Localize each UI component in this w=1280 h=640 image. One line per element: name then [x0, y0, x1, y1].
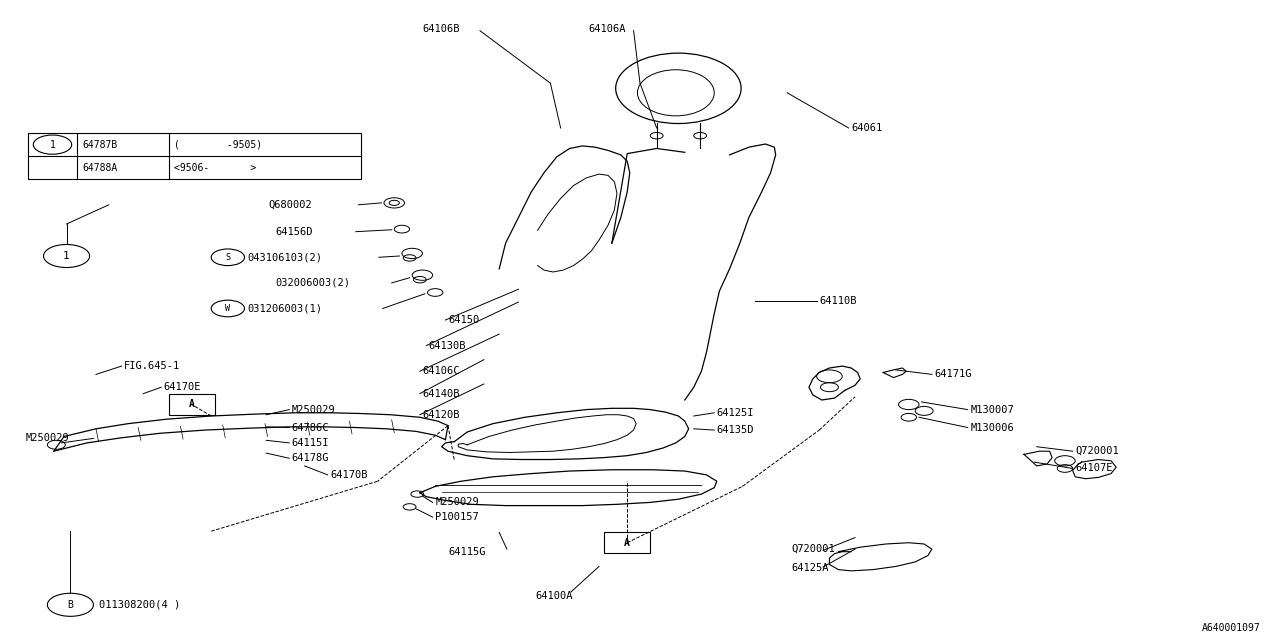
Text: A: A	[189, 399, 195, 410]
Text: 64120B: 64120B	[422, 410, 460, 420]
Text: 64106C: 64106C	[422, 366, 460, 376]
Text: 64787B: 64787B	[82, 140, 118, 150]
Text: M250029: M250029	[26, 433, 69, 444]
Text: 64110B: 64110B	[819, 296, 856, 306]
Text: 64125I: 64125I	[717, 408, 754, 418]
Text: M250029: M250029	[292, 404, 335, 415]
Text: 64170E: 64170E	[164, 382, 201, 392]
Text: 64150: 64150	[448, 315, 479, 325]
Text: A: A	[625, 538, 630, 548]
Circle shape	[694, 132, 707, 139]
Text: A640001097: A640001097	[1202, 623, 1261, 634]
Text: 011308200(4 ): 011308200(4 )	[99, 600, 179, 610]
Text: M130007: M130007	[970, 404, 1014, 415]
Text: 043106103(2): 043106103(2)	[247, 252, 323, 262]
Text: 64115I: 64115I	[292, 438, 329, 448]
Text: 64115G: 64115G	[448, 547, 485, 557]
Circle shape	[650, 132, 663, 139]
Text: 64106B: 64106B	[422, 24, 460, 34]
Text: FIG.645-1: FIG.645-1	[124, 361, 180, 371]
Text: 031206003(1): 031206003(1)	[247, 303, 323, 314]
Text: 64171G: 64171G	[934, 369, 972, 380]
Text: 032006003(2): 032006003(2)	[275, 278, 351, 288]
Text: 64106A: 64106A	[589, 24, 626, 34]
Text: 1: 1	[63, 251, 70, 261]
Text: 64100A: 64100A	[535, 591, 572, 602]
Text: 64170B: 64170B	[330, 470, 367, 480]
Text: 64061: 64061	[851, 123, 882, 133]
Text: 64786C: 64786C	[292, 422, 329, 433]
Text: 64156D: 64156D	[275, 227, 312, 237]
Text: <9506-       >: <9506- >	[174, 163, 256, 173]
Bar	[169, 394, 215, 415]
Text: 64788A: 64788A	[82, 163, 118, 173]
Text: (        -9505): ( -9505)	[174, 140, 262, 150]
Text: M250029: M250029	[435, 497, 479, 508]
Text: 64140B: 64140B	[422, 388, 460, 399]
Text: W: W	[225, 304, 230, 313]
Text: P100157: P100157	[435, 512, 479, 522]
Text: M130006: M130006	[970, 422, 1014, 433]
Circle shape	[389, 200, 399, 205]
Bar	[604, 532, 650, 553]
Text: 64130B: 64130B	[429, 340, 466, 351]
Text: B: B	[68, 600, 73, 610]
Text: 64135D: 64135D	[717, 425, 754, 435]
Text: 64125A: 64125A	[791, 563, 828, 573]
Text: Q720001: Q720001	[791, 544, 835, 554]
Text: Q720001: Q720001	[1075, 446, 1119, 456]
Text: 64107E: 64107E	[1075, 463, 1112, 474]
Text: S: S	[225, 253, 230, 262]
Text: 1: 1	[50, 140, 55, 150]
Text: Q680002: Q680002	[269, 200, 312, 210]
Bar	[28, 133, 361, 179]
Text: 64178G: 64178G	[292, 453, 329, 463]
